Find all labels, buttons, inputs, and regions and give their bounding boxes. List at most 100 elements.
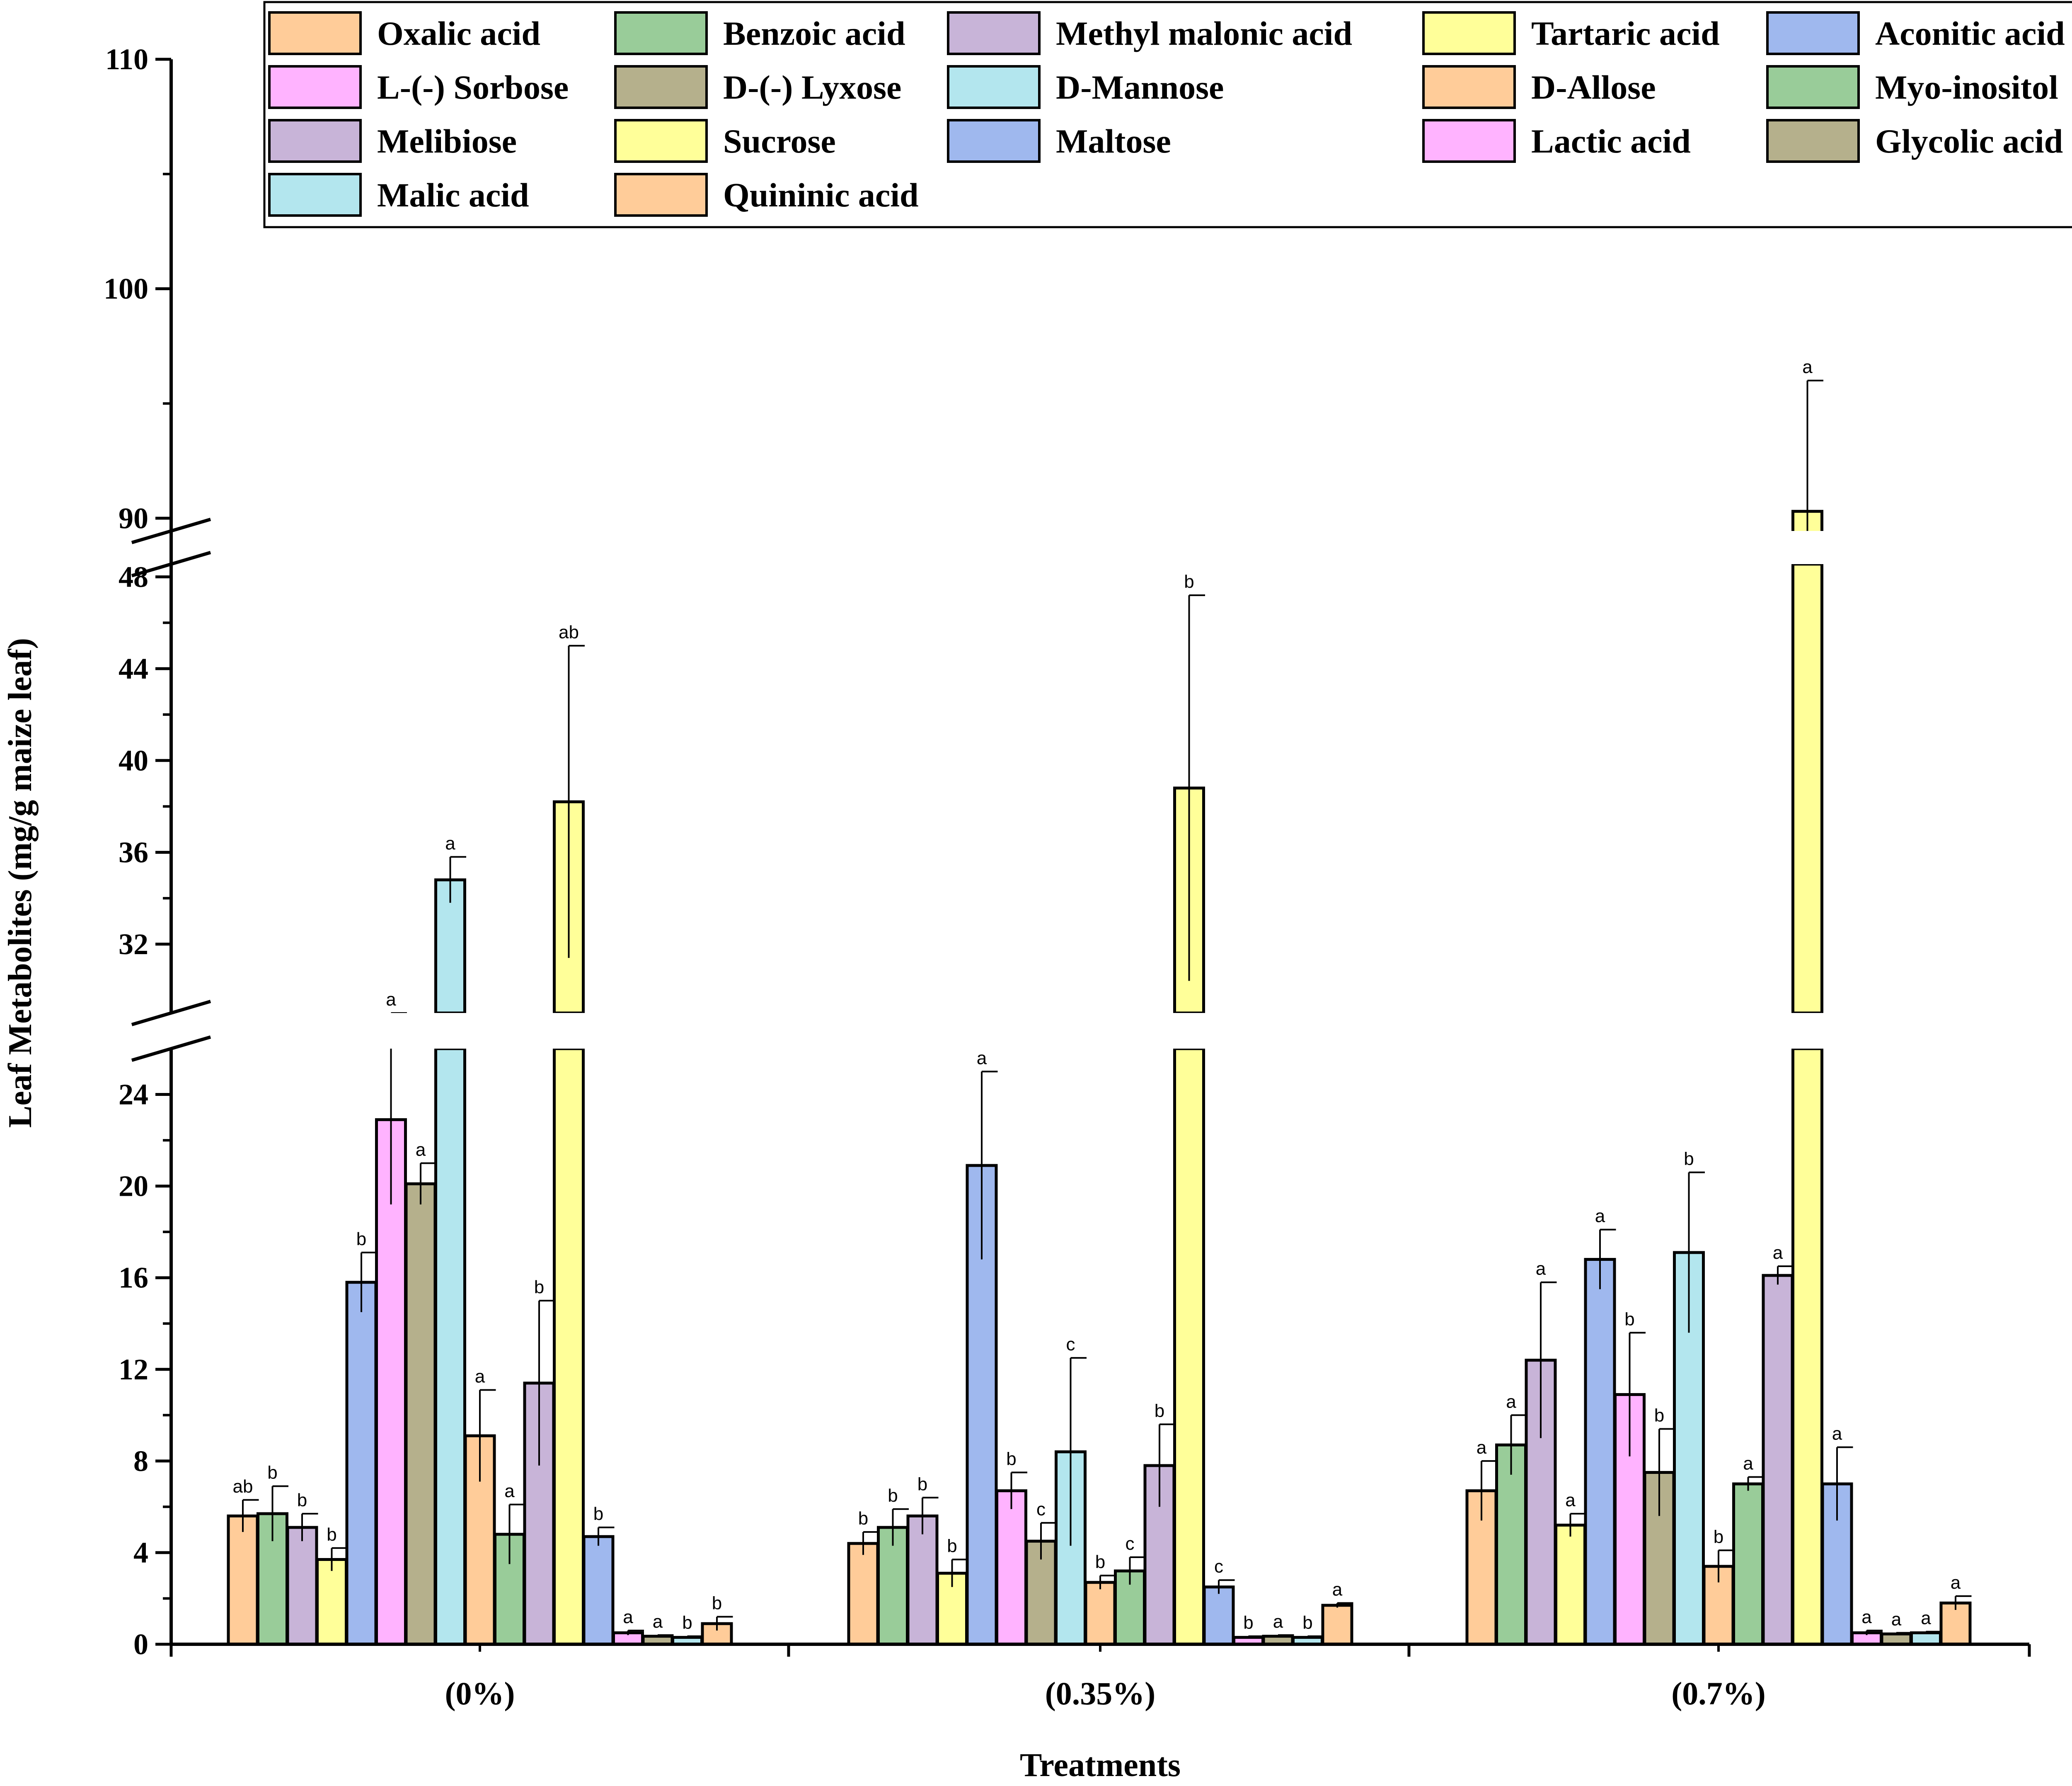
- significance-letter: b: [1624, 1309, 1634, 1329]
- significance-letter: b: [1714, 1527, 1723, 1547]
- x-axis-title: Treatments: [1020, 1747, 1181, 1784]
- axis-break-mark: [131, 518, 211, 544]
- series-quininic-acid: ba a: [701, 1573, 1972, 1646]
- axis-break-mark: [131, 1000, 211, 1026]
- legend-item-d-lyxose: D-(-) Lyxose: [614, 65, 901, 109]
- significance-letter: b: [1684, 1149, 1694, 1169]
- significance-letter: a: [1861, 1607, 1872, 1627]
- legend-item-methyl-malonic-acid: Methyl malonic acid: [947, 11, 1352, 55]
- significance-letter: a: [1565, 1490, 1576, 1510]
- significance-letter: a: [1891, 1609, 1902, 1629]
- legend-label: Myo-inositol: [1875, 68, 2058, 106]
- break-gap-upper: [175, 531, 2025, 564]
- legend-item-tartaric-acid: Tartaric acid: [1422, 11, 1720, 55]
- series-melibiose: bba: [523, 1243, 1794, 1646]
- legend-label: Oxalic acid: [377, 15, 540, 52]
- legend-swatch: [1422, 119, 1516, 163]
- legend-label: Aconitic acid: [1875, 15, 2065, 52]
- legend-label: D-Allose: [1531, 68, 1656, 106]
- significance-letter: a: [416, 1139, 426, 1160]
- y-tick-label: 12: [119, 1353, 148, 1386]
- series-methyl-malonic-acid: bba: [286, 1259, 1557, 1646]
- legend-swatch: [614, 65, 708, 109]
- significance-letter: a: [475, 1367, 485, 1387]
- significance-letter: a: [1743, 1454, 1753, 1474]
- bar-oxalic-acid-1: [847, 1542, 879, 1646]
- significance-letter: ab: [559, 622, 579, 642]
- bar-methyl-malonic-acid-1: [906, 1514, 939, 1646]
- significance-letter: b: [888, 1486, 898, 1506]
- bar-myo-inositol-2: [1732, 1482, 1764, 1646]
- significance-letter: c: [1066, 1334, 1075, 1355]
- legend-item-myo-inositol: Myo-inositol: [1766, 65, 2058, 109]
- y-tick-label: 8: [133, 1444, 148, 1478]
- significance-letter: b: [1095, 1552, 1105, 1572]
- bar-tartaric-acid-2: [1554, 1524, 1586, 1646]
- significance-letter: a: [623, 1607, 633, 1627]
- legend-item-d-allose: D-Allose: [1422, 65, 1656, 109]
- legend-swatch: [614, 173, 708, 217]
- bar-quininic-acid-1: [1321, 1604, 1353, 1646]
- significance-letter: b: [1184, 572, 1194, 592]
- y-tick-label: 110: [105, 43, 148, 76]
- significance-letter: a: [977, 1048, 987, 1068]
- legend-item-aconitic-acid: Aconitic acid: [1766, 11, 2065, 55]
- legend-swatch: [268, 119, 362, 163]
- legend-item-benzoic-acid: Benzoic acid: [614, 11, 905, 55]
- legend-item-d-mannose: D-Mannose: [947, 65, 1224, 109]
- y-tick-label: 32: [119, 928, 148, 961]
- legend-label: Quininic acid: [723, 176, 919, 214]
- y-tick-label: 0: [133, 1628, 148, 1661]
- y-tick-label: 40: [119, 744, 148, 777]
- significance-letter: b: [917, 1474, 927, 1494]
- significance-letter: a: [1802, 357, 1813, 377]
- legend-label: Tartaric acid: [1531, 15, 1720, 52]
- significance-letter: b: [858, 1508, 868, 1529]
- significance-letter: b: [947, 1536, 957, 1556]
- y-tick-label: 24: [119, 1078, 148, 1111]
- legend-item-melibiose: Melibiose: [268, 119, 517, 163]
- legend-item-quininic-acid: Quininic acid: [614, 173, 919, 217]
- significance-letter: a: [1506, 1391, 1516, 1412]
- legend-item-glycolic-acid: Glycolic acid: [1766, 119, 2063, 163]
- significance-letter: c: [1214, 1556, 1223, 1577]
- bar-benzoic-acid-2: [1495, 1443, 1527, 1646]
- y-tick-label: 4: [133, 1536, 148, 1569]
- bar-methyl-malonic-acid-0: [286, 1526, 318, 1646]
- significance-letter: a: [1595, 1206, 1605, 1226]
- legend-label: Melibiose: [377, 122, 517, 160]
- axis-break-mark: [131, 551, 211, 577]
- x-category-label: (0%): [445, 1675, 515, 1711]
- series-d-allose: abb: [464, 1367, 1735, 1646]
- significance-letter: b: [1006, 1449, 1016, 1469]
- legend-label: Methyl malonic acid: [1056, 15, 1352, 52]
- legend-item-maltose: Maltose: [947, 119, 1171, 163]
- legend: Oxalic acid Benzoic acid Methyl malonic ac…: [263, 1, 2072, 228]
- axis-break-mark: [131, 1035, 211, 1062]
- significance-letter: a: [1921, 1608, 1931, 1628]
- significance-letter: a: [653, 1612, 663, 1632]
- legend-swatch: [614, 11, 708, 55]
- bar-aconitic-acid-2: [1584, 1258, 1616, 1646]
- legend-swatch: [947, 119, 1041, 163]
- legend-label: Lactic acid: [1531, 122, 1691, 160]
- bar-tartaric-acid-0: [316, 1558, 348, 1646]
- y-tick-label: 16: [119, 1261, 148, 1294]
- legend-swatch: [947, 11, 1041, 55]
- significance-letter: a: [445, 833, 455, 853]
- y-tick-label: 100: [104, 272, 148, 305]
- significance-letter: a: [1536, 1259, 1546, 1279]
- significance-letter: b: [356, 1229, 366, 1249]
- significance-letter: a: [1273, 1612, 1283, 1632]
- bar-sucrose-2: [1791, 529, 1823, 1015]
- legend-item-oxalic-acid: Oxalic acid: [268, 11, 540, 55]
- legend-item-lactic-acid: Lactic acid: [1422, 119, 1691, 163]
- break-gap-lower: [175, 1013, 2025, 1049]
- bar-d-mannose-0: [434, 1047, 466, 1646]
- legend-label: Malic acid: [377, 176, 529, 214]
- y-axis-title: Leaf Metabolites (mg/g maize leaf): [2, 638, 39, 1128]
- significance-letter: a: [504, 1481, 515, 1501]
